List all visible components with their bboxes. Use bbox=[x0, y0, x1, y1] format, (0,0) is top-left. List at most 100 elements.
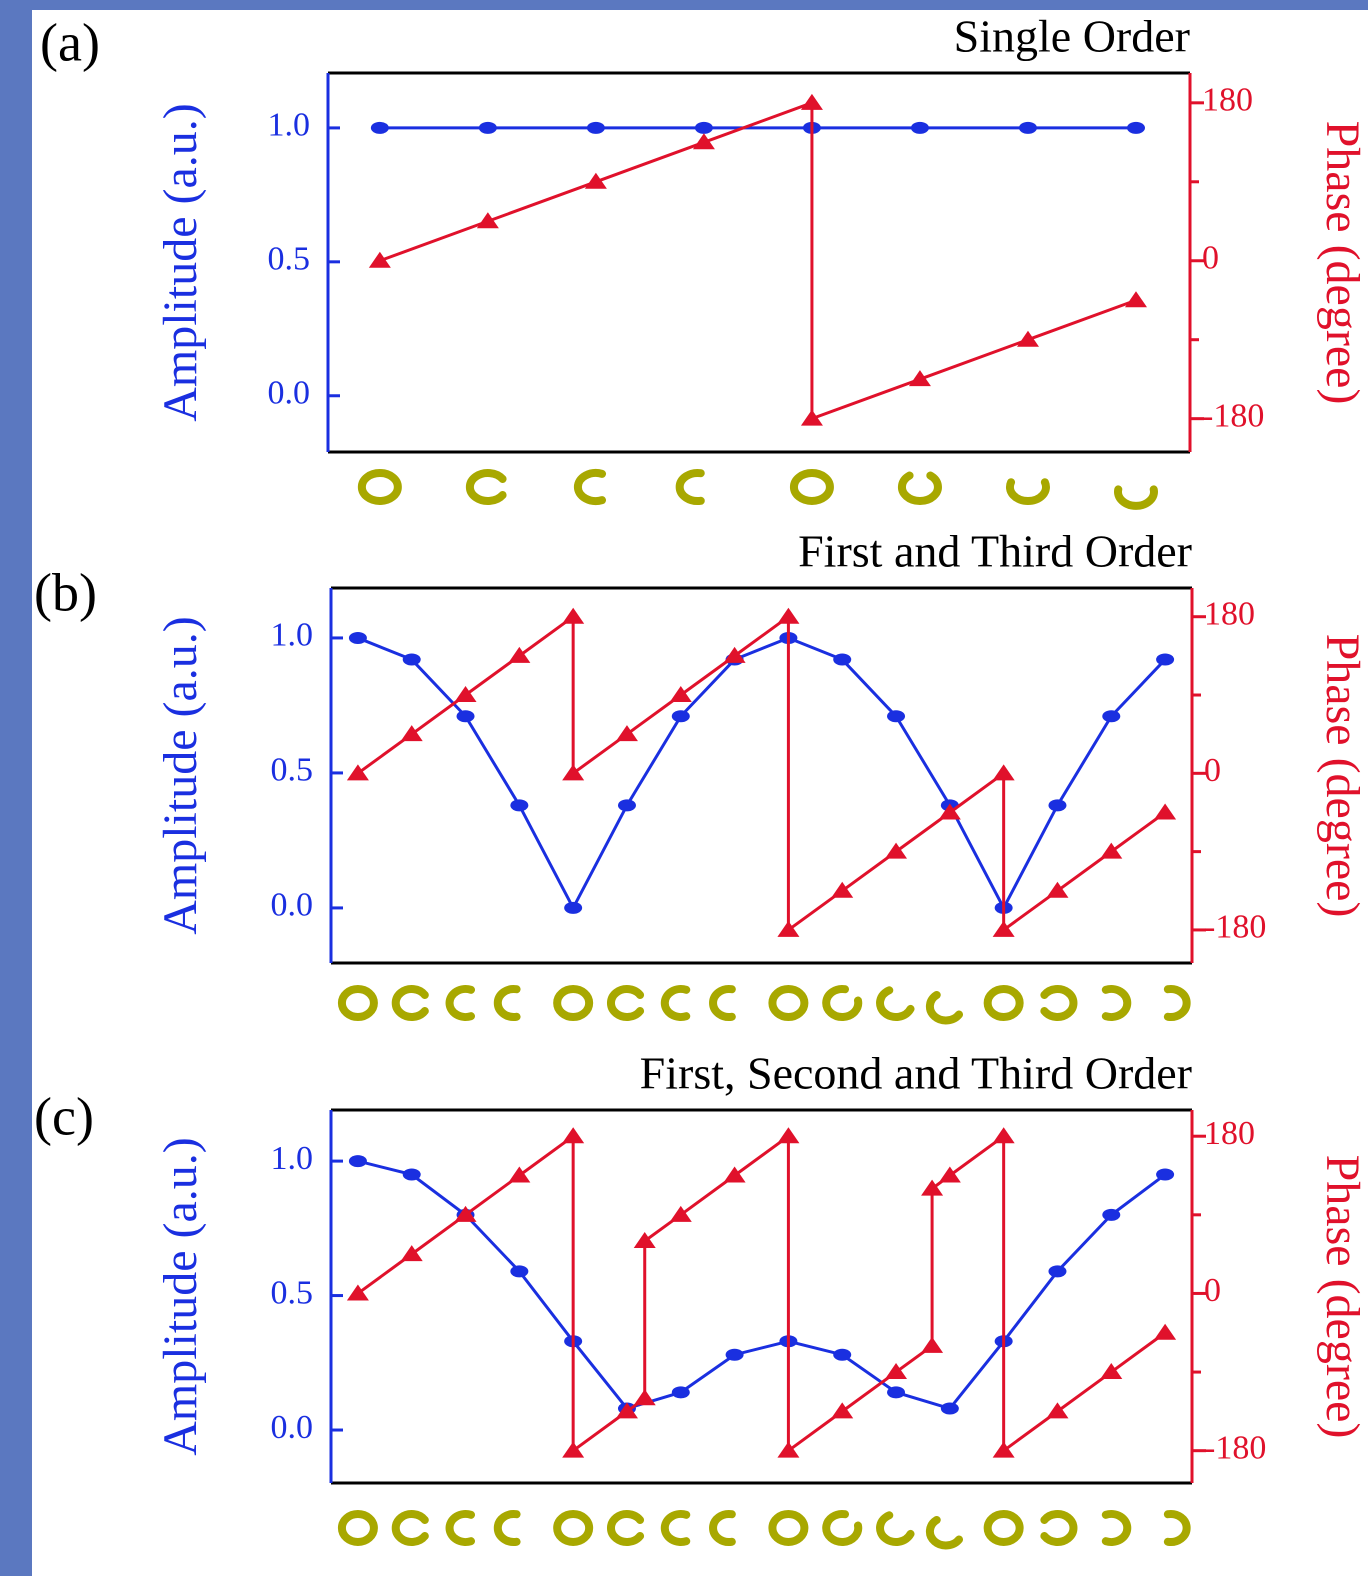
amplitude-marker bbox=[671, 1386, 690, 1399]
amplitude-marker bbox=[1018, 121, 1037, 134]
y-tick-label: 0.5 bbox=[271, 1274, 314, 1311]
ring-icon bbox=[983, 985, 1024, 1021]
ring-icon bbox=[822, 985, 863, 1021]
y2-axis-label: Phase (degree) bbox=[1316, 121, 1368, 405]
y2-tick-label: -180 bbox=[1204, 1429, 1266, 1466]
data-line bbox=[357, 636, 1167, 912]
phase-marker bbox=[908, 370, 931, 387]
panel-label: (b) bbox=[34, 562, 97, 622]
phase-marker bbox=[777, 920, 800, 937]
phase-marker bbox=[1100, 842, 1123, 859]
phase-marker bbox=[1046, 881, 1069, 898]
phase-marker bbox=[346, 1284, 369, 1301]
ring-icon bbox=[357, 469, 402, 505]
y-tick-label: 0.0 bbox=[271, 887, 314, 924]
phase-marker bbox=[562, 764, 585, 781]
ring-icon bbox=[925, 990, 964, 1025]
phase-marker bbox=[562, 1127, 585, 1144]
phase-marker bbox=[669, 1205, 692, 1222]
y-tick-label: 0.0 bbox=[271, 1409, 314, 1446]
phase-marker bbox=[508, 646, 531, 663]
ring-icon bbox=[897, 471, 942, 505]
ring-icon bbox=[1040, 1510, 1078, 1546]
phase-marker bbox=[508, 1166, 531, 1183]
data-line bbox=[357, 1159, 1166, 1411]
amplitude-marker bbox=[887, 1386, 906, 1399]
amplitude-marker bbox=[940, 1402, 959, 1415]
ring-icons bbox=[357, 469, 1158, 510]
amplitude-marker bbox=[1048, 799, 1067, 812]
amplitude-marker bbox=[694, 121, 713, 134]
y-tick-label: 1.0 bbox=[268, 107, 311, 144]
panel-title: Single Order bbox=[954, 11, 1190, 62]
phase-marker bbox=[723, 646, 746, 663]
amplitude-marker bbox=[510, 799, 529, 812]
ring-icon bbox=[493, 985, 521, 1021]
panel-label: (a) bbox=[40, 12, 100, 72]
phase-marker bbox=[921, 1336, 944, 1353]
phase-marker bbox=[669, 686, 692, 703]
ring-icon bbox=[573, 469, 607, 505]
phase-marker bbox=[1100, 1363, 1123, 1380]
amplitude-marker bbox=[833, 653, 852, 666]
ring-icon bbox=[768, 1510, 809, 1546]
phase-marker bbox=[1154, 803, 1177, 820]
amplitude-marker bbox=[564, 901, 583, 914]
y2-tick-label: -180 bbox=[1202, 397, 1264, 434]
phase-marker bbox=[800, 93, 823, 110]
phase-marker bbox=[723, 1166, 746, 1183]
phase-marker bbox=[584, 172, 607, 189]
amplitude-marker bbox=[348, 631, 367, 644]
amplitude-marker bbox=[910, 121, 929, 134]
ring-icon bbox=[660, 985, 691, 1021]
phase-marker bbox=[831, 1402, 854, 1419]
y-tick-label: 1.0 bbox=[271, 617, 314, 654]
ring-icon bbox=[789, 469, 834, 505]
y2-axis-label: Phase (degree) bbox=[1316, 634, 1368, 918]
amplitude-marker bbox=[671, 710, 690, 723]
phase-marker bbox=[777, 1127, 800, 1144]
phase-marker bbox=[346, 764, 369, 781]
phase-marker bbox=[885, 842, 908, 859]
amplitude-marker bbox=[617, 799, 636, 812]
ring-icon bbox=[1101, 1510, 1132, 1546]
ring-icon bbox=[337, 985, 378, 1021]
phase-marker bbox=[368, 251, 391, 268]
ring-icon bbox=[1101, 985, 1132, 1021]
amplitude-marker bbox=[1126, 121, 1145, 134]
amplitude-marker bbox=[725, 1348, 744, 1361]
amplitude-marker bbox=[510, 1265, 529, 1278]
ring-icon bbox=[607, 1510, 645, 1546]
ring-icon bbox=[493, 1510, 521, 1546]
amplitude-marker bbox=[370, 121, 389, 134]
amplitude-marker bbox=[456, 710, 475, 723]
y-tick-label: 0.0 bbox=[268, 375, 311, 412]
phase-marker bbox=[885, 1363, 908, 1380]
y-axis-label: Amplitude (a.u.) bbox=[154, 616, 207, 935]
y-axis-label: Amplitude (a.u.) bbox=[154, 103, 207, 422]
phase-marker bbox=[400, 1245, 423, 1262]
ring-icon bbox=[337, 1510, 378, 1546]
phase-marker bbox=[615, 725, 638, 742]
y2-tick-label: 180 bbox=[1202, 82, 1253, 119]
y-tick-label: 0.5 bbox=[271, 752, 314, 789]
ring-icon bbox=[1163, 985, 1191, 1021]
phase-marker bbox=[777, 1441, 800, 1458]
phase-marker bbox=[992, 1441, 1015, 1458]
phase-marker bbox=[992, 920, 1015, 937]
y2-tick-label: 0 bbox=[1204, 1272, 1221, 1309]
ring-icon bbox=[391, 985, 429, 1021]
y-tick-label: 0.5 bbox=[268, 241, 311, 278]
phase-marker bbox=[921, 1179, 944, 1196]
ring-icon bbox=[391, 1510, 429, 1546]
phase-marker bbox=[454, 1205, 477, 1222]
ring-icons bbox=[337, 1510, 1191, 1550]
phase-marker bbox=[562, 607, 585, 624]
y2-tick-label: 180 bbox=[1204, 1115, 1255, 1152]
phase-marker bbox=[454, 686, 477, 703]
y-axis-label: Amplitude (a.u.) bbox=[154, 1137, 207, 1456]
ring-icon bbox=[1005, 478, 1050, 505]
ring-icon bbox=[822, 1510, 863, 1546]
ring-icon bbox=[983, 1510, 1024, 1546]
ring-icon bbox=[768, 985, 809, 1021]
